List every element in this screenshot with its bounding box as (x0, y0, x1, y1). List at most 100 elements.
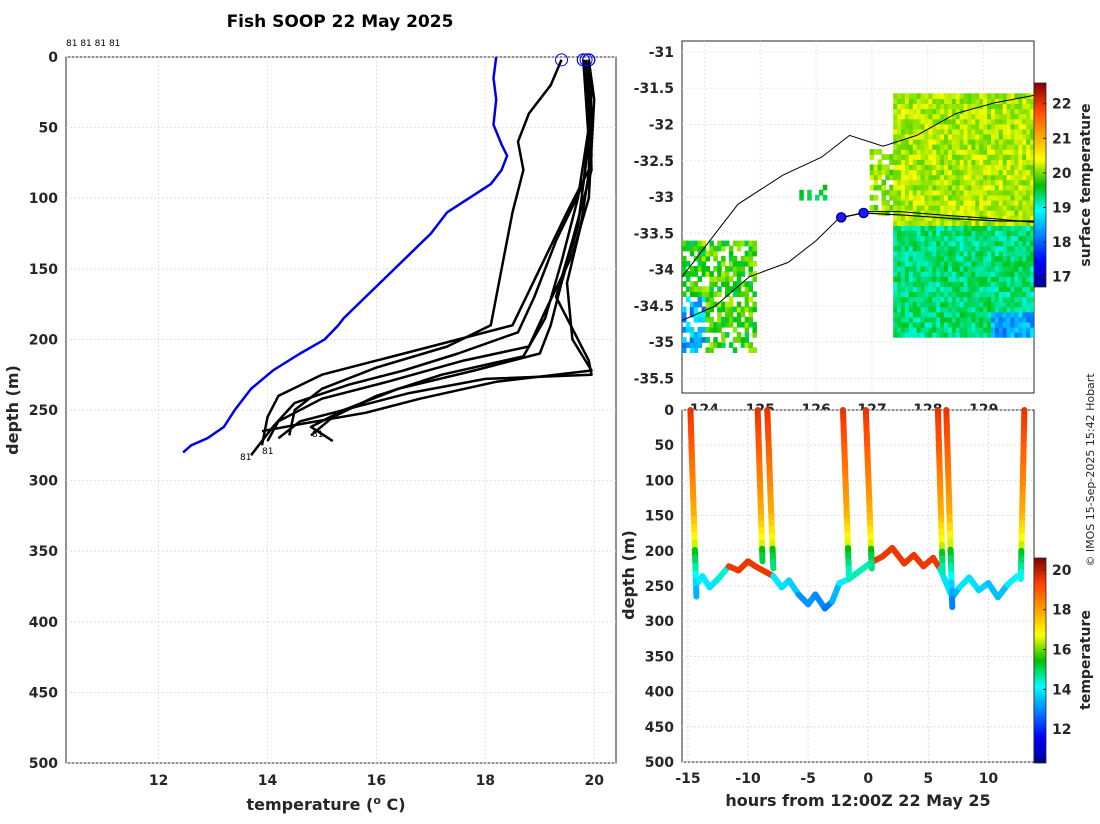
sst-cell (729, 342, 734, 348)
sst-cell (975, 302, 980, 308)
sst-cell (925, 322, 930, 328)
sst-cell (1022, 241, 1027, 247)
sst-cell (979, 332, 984, 338)
sst-cell (901, 144, 906, 150)
sst-cell (940, 225, 945, 231)
sst-cell (741, 322, 746, 328)
sst-cell (1022, 297, 1027, 303)
sst-cell (932, 119, 937, 125)
y-tick-label: 100 (29, 191, 58, 207)
sst-cell (1003, 180, 1008, 186)
sst-cell (991, 200, 996, 206)
sst-cell (999, 261, 1004, 267)
sst-cell (1026, 246, 1031, 252)
sst-cell (944, 154, 949, 160)
sst-cell (968, 200, 973, 206)
sst-cell (1014, 297, 1019, 303)
sst-cell (1014, 286, 1019, 292)
sst-cell (948, 149, 953, 155)
sst-cell (1011, 175, 1016, 181)
sst-cell (1022, 164, 1027, 170)
sst-cell (686, 327, 691, 333)
sst-cell (925, 185, 930, 191)
sst-cell (913, 159, 918, 165)
sst-cell (952, 195, 957, 201)
sst-cell (745, 342, 750, 348)
x-tick-label: 12 (149, 773, 168, 789)
sst-cell (983, 225, 988, 231)
sst-cell (878, 149, 883, 155)
sst-cell (1014, 317, 1019, 323)
sst-cell (987, 317, 992, 323)
sst-cell (940, 322, 945, 328)
sst-cell (987, 276, 992, 282)
sst-cell (952, 297, 957, 303)
sst-cell (682, 261, 687, 267)
sst-cell (909, 200, 914, 206)
sst-cell (968, 291, 973, 297)
sst-cell (1014, 103, 1019, 109)
sst-cell (975, 225, 980, 231)
sst-cell (983, 114, 988, 120)
sst-cell (1003, 271, 1008, 277)
sst-cell (948, 190, 953, 196)
sst-cell (1018, 205, 1023, 211)
sst-cell (936, 317, 941, 323)
sst-cell (745, 281, 750, 287)
sst-cell (893, 251, 898, 257)
sst-cell (909, 119, 914, 125)
sst-cell (1011, 256, 1016, 262)
sst-cell (897, 195, 902, 201)
sst-cell (983, 200, 988, 206)
sst-cell (983, 312, 988, 318)
sst-cell (991, 312, 996, 318)
sst-cell (752, 241, 757, 247)
sst-cell (909, 327, 914, 333)
sst-cell (878, 210, 883, 216)
sst-cell (897, 236, 902, 242)
sst-cell (1003, 322, 1008, 328)
sst-cell (909, 281, 914, 287)
sst-cell (1003, 103, 1008, 109)
sst-cell (928, 195, 933, 201)
sst-cell (737, 266, 742, 272)
sst-cell (979, 195, 984, 201)
sst-cell (952, 124, 957, 130)
section-y-tick-label: 250 (645, 579, 674, 595)
sst-cell (936, 134, 941, 140)
sst-cell (893, 307, 898, 313)
sst-cell (885, 200, 890, 206)
sst-cell (964, 175, 969, 181)
sst-cell (991, 170, 996, 176)
sst-cell (709, 317, 714, 323)
sst-cell (952, 200, 957, 206)
sst-cell (952, 236, 957, 242)
sst-cell (905, 317, 910, 323)
sst-cell (932, 241, 937, 247)
sst-cell (1011, 332, 1016, 338)
section-x-tick-label: -10 (735, 771, 761, 787)
sst-cell (932, 276, 937, 282)
sst-cell (733, 327, 738, 333)
sst-cell (928, 266, 933, 272)
sst-cell (1003, 205, 1008, 211)
sst-cell (905, 190, 910, 196)
sst-cell (749, 251, 754, 257)
sst-cell (1014, 261, 1019, 267)
sst-cell (897, 220, 902, 226)
sst-cell (999, 246, 1004, 252)
sst-cell (987, 312, 992, 318)
sst-cell (729, 307, 734, 313)
sst-cell (1026, 322, 1031, 328)
sst-cell (893, 225, 898, 231)
sst-cell (932, 98, 937, 104)
sst-cell (897, 175, 902, 181)
sst-cell (1011, 129, 1016, 135)
sst-cell (1026, 291, 1031, 297)
sst-cell (1011, 291, 1016, 297)
sst-cell (925, 139, 930, 145)
sst-cell (991, 93, 996, 99)
sst-cell (870, 154, 875, 160)
sst-cell (893, 195, 898, 201)
